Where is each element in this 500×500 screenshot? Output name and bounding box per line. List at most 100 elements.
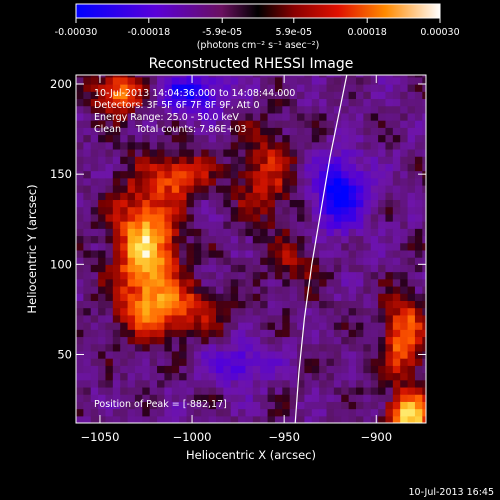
heatmap-cell: [230, 112, 239, 121]
heatmap-cell: [304, 228, 313, 237]
heatmap-cell: [112, 271, 121, 280]
heatmap-cell: [407, 257, 416, 265]
heatmap-cell: [216, 401, 224, 410]
heatmap-cell: [157, 98, 166, 107]
heatmap-cell: [304, 329, 313, 338]
heatmap-cell: [142, 228, 151, 237]
heatmap-cell: [319, 358, 328, 366]
heatmap-cell: [260, 177, 269, 186]
heatmap-cell: [289, 293, 298, 301]
heatmap-cell: [348, 264, 357, 273]
heatmap-cell: [186, 336, 195, 345]
heatmap-cell: [252, 257, 261, 265]
heatmap-cell: [238, 75, 247, 78]
heatmap-cell: [127, 358, 136, 366]
heatmap-cell: [289, 199, 298, 208]
heatmap-cell: [356, 300, 364, 309]
heatmap-cell: [193, 235, 202, 244]
heatmap-cell: [319, 394, 328, 402]
heatmap-cell: [201, 271, 210, 280]
heatmap-cell: [98, 322, 107, 330]
heatmap-cell: [326, 300, 335, 309]
heatmap-cell: [83, 98, 92, 107]
heatmap-cell: [267, 300, 276, 309]
heatmap-cell: [98, 228, 107, 237]
heatmap-cell: [422, 105, 426, 114]
heatmap-cell: [378, 379, 387, 388]
colorbar-tick-label: -0.00030: [55, 27, 98, 38]
heatmap-cell: [378, 350, 387, 359]
heatmap-cell: [98, 84, 107, 92]
heatmap-cell: [341, 372, 350, 381]
heatmap-cell: [333, 170, 342, 179]
heatmap-cell: [392, 336, 401, 345]
heatmap-cell: [83, 365, 92, 374]
heatmap-cell: [208, 213, 217, 222]
heatmap-cell: [112, 213, 121, 222]
heatmap-cell: [90, 401, 99, 410]
heatmap-cell: [252, 394, 261, 402]
heatmap-cell: [274, 120, 283, 128]
heatmap-cell: [422, 322, 426, 330]
heatmap-cell: [201, 213, 210, 222]
heatmap-cell: [319, 127, 328, 136]
heatmap-cell: [407, 170, 416, 179]
heatmap-cell: [252, 112, 261, 121]
heatmap-cell: [422, 206, 426, 215]
heatmap-cell: [171, 192, 180, 201]
heatmap-cell: [76, 98, 84, 107]
heatmap-cell: [252, 213, 261, 222]
heatmap-cell: [223, 365, 232, 374]
heatmap-cell: [260, 322, 269, 330]
heatmap-cell: [134, 336, 143, 345]
heatmap-cell: [274, 76, 283, 85]
heatmap-cell: [378, 408, 387, 417]
heatmap-cell: [304, 127, 313, 136]
heatmap-cell: [120, 285, 129, 294]
heatmap-cell: [289, 177, 298, 186]
heatmap-cell: [378, 271, 387, 280]
heatmap-cell: [216, 365, 224, 374]
heatmap-cell: [319, 307, 328, 316]
heatmap-cell: [216, 343, 224, 352]
heatmap-cell: [179, 170, 188, 179]
heatmap-cell: [193, 105, 202, 114]
heatmap-cell: [326, 314, 335, 323]
heatmap-cell: [223, 170, 232, 179]
heatmap-cell: [311, 372, 320, 381]
heatmap-cell: [260, 127, 269, 136]
heatmap-cell: [378, 372, 387, 381]
heatmap-cell: [274, 365, 283, 374]
heatmap-cell: [341, 322, 350, 330]
heatmap-cell: [142, 336, 151, 345]
heatmap-cell: [392, 264, 401, 273]
heatmap-cell: [370, 228, 379, 237]
heatmap-cell: [83, 336, 92, 345]
heatmap-cell: [112, 192, 121, 201]
heatmap-cell: [238, 192, 247, 201]
heatmap-cell: [164, 206, 173, 215]
heatmap-cell: [238, 213, 247, 222]
heatmap-cell: [208, 127, 217, 136]
heatmap-cell: [193, 141, 202, 150]
heatmap-cell: [105, 285, 114, 294]
heatmap-cell: [98, 415, 107, 423]
heatmap-cell: [356, 192, 364, 201]
heatmap-cell: [289, 120, 298, 128]
heatmap-cell: [333, 365, 342, 374]
heatmap-cell: [348, 415, 357, 423]
heatmap-cell: [392, 112, 401, 121]
heatmap-cell: [400, 379, 409, 388]
heatmap-cell: [378, 300, 387, 309]
heatmap-cell: [171, 213, 180, 222]
heatmap-cell: [400, 300, 409, 309]
heatmap-cell: [186, 394, 195, 402]
heatmap-cell: [120, 307, 129, 316]
heatmap-cell: [134, 192, 143, 201]
heatmap-cell: [76, 242, 84, 251]
heatmap-cell: [326, 75, 335, 78]
heatmap-cell: [370, 156, 379, 164]
heatmap-cell: [378, 76, 387, 85]
heatmap-cell: [157, 300, 166, 309]
heatmap-cell: [105, 307, 114, 316]
